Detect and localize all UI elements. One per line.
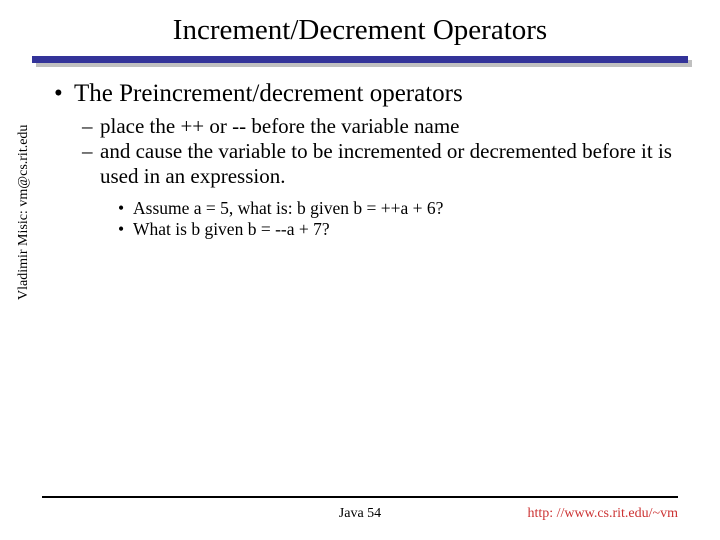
title-rule [32,56,688,63]
slide-title: Increment/Decrement Operators [0,14,720,47]
content-area: The Preincrement/decrement operators pla… [54,80,690,241]
slide: Increment/Decrement Operators The Preinc… [0,0,720,540]
bullet-level3: Assume a = 5, what is: b given b = ++a +… [118,198,690,220]
bullet-level2: place the ++ or -- before the variable n… [82,114,690,139]
footer-url: http: //www.cs.rit.edu/~vm [527,506,678,522]
sidebar-attribution: Vladimir Misic: vm@cs.rit.edu [16,125,32,300]
level3-group: Assume a = 5, what is: b given b = ++a +… [54,198,690,242]
bullet-level2: and cause the variable to be incremented… [82,139,690,189]
bullet-level3: What is b given b = --a + 7? [118,219,690,241]
bullet-level1: The Preincrement/decrement operators [54,80,690,108]
footer-rule [42,496,678,498]
